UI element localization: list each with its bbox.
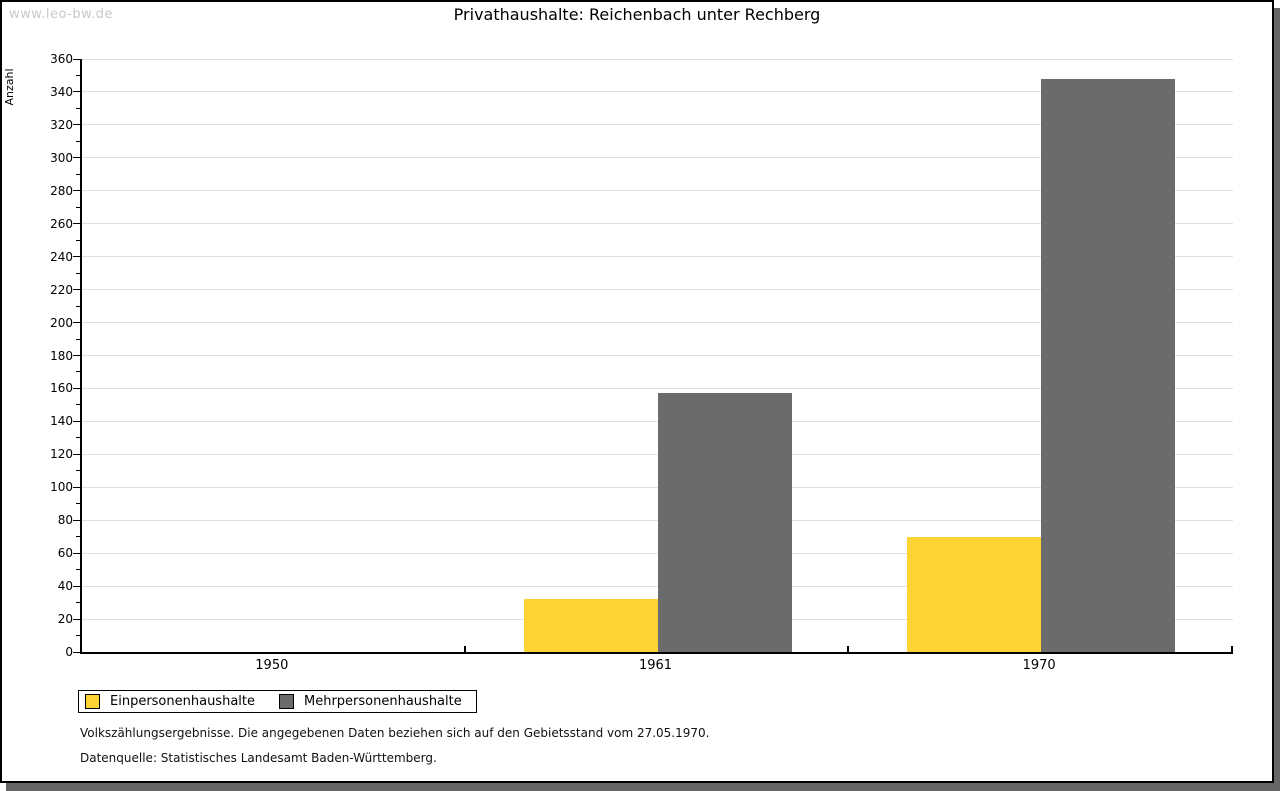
gridline (82, 322, 1233, 324)
y-axis-tick (73, 355, 80, 356)
y-tick-label: 340 (50, 84, 73, 99)
y-axis-tick (73, 91, 80, 93)
y-axis-tick (73, 552, 80, 554)
bar-mehrpersonenhaushalte-1961 (657, 393, 792, 652)
footnote-census: Volkszählungsergebnisse. Die angegebenen… (80, 726, 710, 740)
y-tick-label: 160 (50, 381, 73, 396)
y-axis-tick (73, 124, 80, 126)
gridline (82, 289, 1233, 291)
y-axis-tick (73, 289, 80, 291)
y-axis-tick (73, 387, 80, 389)
x-axis-tick (1231, 646, 1233, 652)
y-tick-label: 120 (50, 447, 73, 462)
y-axis-tick (73, 651, 80, 653)
gridline (82, 157, 1233, 159)
gridline (82, 91, 1233, 93)
y-axis-tick (76, 635, 80, 637)
gridline (82, 58, 1233, 60)
y-axis-tick (76, 437, 80, 439)
y-axis-tick (73, 420, 80, 422)
gridline (82, 190, 1233, 192)
y-axis-tick (76, 206, 80, 208)
y-tick-label: 300 (50, 150, 73, 165)
y-axis-tick (76, 602, 80, 604)
y-axis-tick (76, 569, 80, 571)
y-tick-label: 40 (57, 579, 73, 594)
footnote-datasource: Datenquelle: Statistisches Landesamt Bad… (80, 751, 437, 765)
x-category-label: 1961 (638, 658, 673, 673)
bar-mehrpersonenhaushalte-1970 (1041, 78, 1176, 652)
y-axis-tick (73, 223, 80, 225)
y-axis-tick (76, 404, 80, 406)
y-axis-tick (76, 503, 80, 505)
y-axis-tick (73, 486, 80, 488)
y-tick-label: 280 (50, 183, 73, 198)
y-axis-tick (76, 74, 80, 76)
x-category-label: 1950 (255, 658, 289, 673)
y-axis-tick (73, 190, 80, 192)
y-tick-label: 360 (50, 52, 73, 66)
y-axis-tick (73, 585, 80, 587)
gridline (82, 256, 1233, 258)
y-axis-tick (76, 239, 80, 241)
y-axis-tick (76, 107, 80, 109)
y-axis-tick (76, 338, 80, 340)
y-tick-label: 260 (50, 216, 73, 231)
legend-label: Mehrpersonenhaushalte (304, 694, 462, 709)
watermark: www.leo-bw.de (9, 7, 113, 22)
y-tick-label: 240 (50, 249, 73, 264)
x-axis-tick (847, 646, 850, 652)
gridline (82, 124, 1233, 126)
y-tick-label: 180 (50, 348, 73, 363)
y-tick-label: 200 (50, 315, 73, 330)
y-tick-label: 20 (57, 612, 73, 627)
y-tick-label: 320 (50, 117, 73, 132)
y-axis-tick (76, 140, 80, 142)
gridline (82, 355, 1233, 356)
legend-item-mehrpersonenhaushalte: Mehrpersonenhaushalte (279, 694, 462, 709)
y-axis-tick (76, 371, 80, 373)
x-category-label: 1970 (1022, 658, 1056, 673)
y-axis-tick (76, 272, 80, 274)
y-axis-tick (73, 618, 80, 620)
legend-item-einpersonenhaushalte: Einpersonenhaushalte (85, 694, 255, 709)
chart-title: Privathaushalte: Reichenbach unter Rechb… (453, 5, 821, 24)
y-axis-tick (73, 519, 80, 521)
bar-einpersonenhaushalte-1970 (907, 536, 1042, 652)
plot-area (73, 58, 1233, 654)
y-axis-tick (76, 305, 80, 307)
bar-einpersonenhaushalte-1961 (523, 599, 658, 652)
y-axis-tick (76, 470, 80, 472)
y-axis-tick (73, 157, 80, 159)
legend-swatch (85, 694, 100, 709)
y-tick-label: 220 (50, 282, 73, 297)
y-axis-tick (73, 322, 80, 324)
legend: Einpersonenhaushalte Mehrpersonenhaushalt… (78, 690, 477, 713)
y-axis-tick (76, 536, 80, 538)
legend-swatch (279, 694, 294, 709)
y-axis-tick (73, 453, 80, 455)
y-tick-label: 60 (57, 546, 73, 561)
gridline (82, 223, 1233, 225)
y-tick-label: 0 (65, 645, 73, 659)
x-axis-tick (463, 646, 466, 652)
y-tick-label: 100 (50, 480, 73, 495)
y-tick-label: 80 (57, 513, 73, 528)
gridline (82, 387, 1233, 389)
y-axis-tick (76, 173, 80, 175)
y-axis-tick (73, 256, 80, 258)
y-axis-tick (73, 58, 80, 60)
legend-label: Einpersonenhaushalte (110, 694, 255, 709)
y-tick-label: 140 (50, 414, 73, 429)
